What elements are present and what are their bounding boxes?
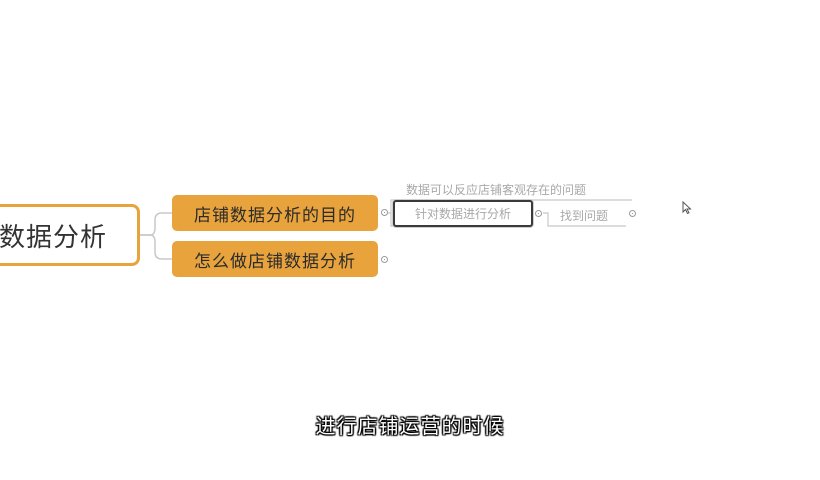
subtopic-analyze-data-label: 针对数据进行分析 (414, 207, 511, 221)
circle-dot-icon[interactable] (629, 210, 636, 217)
subtopic-objective-problems[interactable]: 数据可以反应店铺客观存在的问题 (406, 183, 587, 197)
branch-topic-how-to-label: 怎么做店铺数据分析 (194, 251, 356, 272)
circle-dot-icon[interactable] (381, 256, 388, 263)
branch-topic-purpose[interactable]: 店铺数据分析的目的 (172, 195, 378, 231)
circle-dot-icon[interactable] (535, 210, 542, 217)
branch-topic-how-to[interactable]: 怎么做店铺数据分析 (172, 241, 378, 277)
subtopic-analyze-data-selected[interactable]: 针对数据进行分析 (393, 200, 533, 227)
branch-topic-purpose-label: 店铺数据分析的目的 (194, 205, 356, 226)
circle-dot-icon[interactable] (381, 209, 388, 216)
root-topic[interactable]: 数据分析 (0, 204, 140, 266)
subtopic-find-problems[interactable]: 找到问题 (560, 209, 609, 223)
video-subtitle: 进行店铺运营的时候 (315, 414, 505, 438)
root-topic-label: 数据分析 (0, 222, 107, 253)
mouse-pointer-icon (682, 201, 692, 215)
